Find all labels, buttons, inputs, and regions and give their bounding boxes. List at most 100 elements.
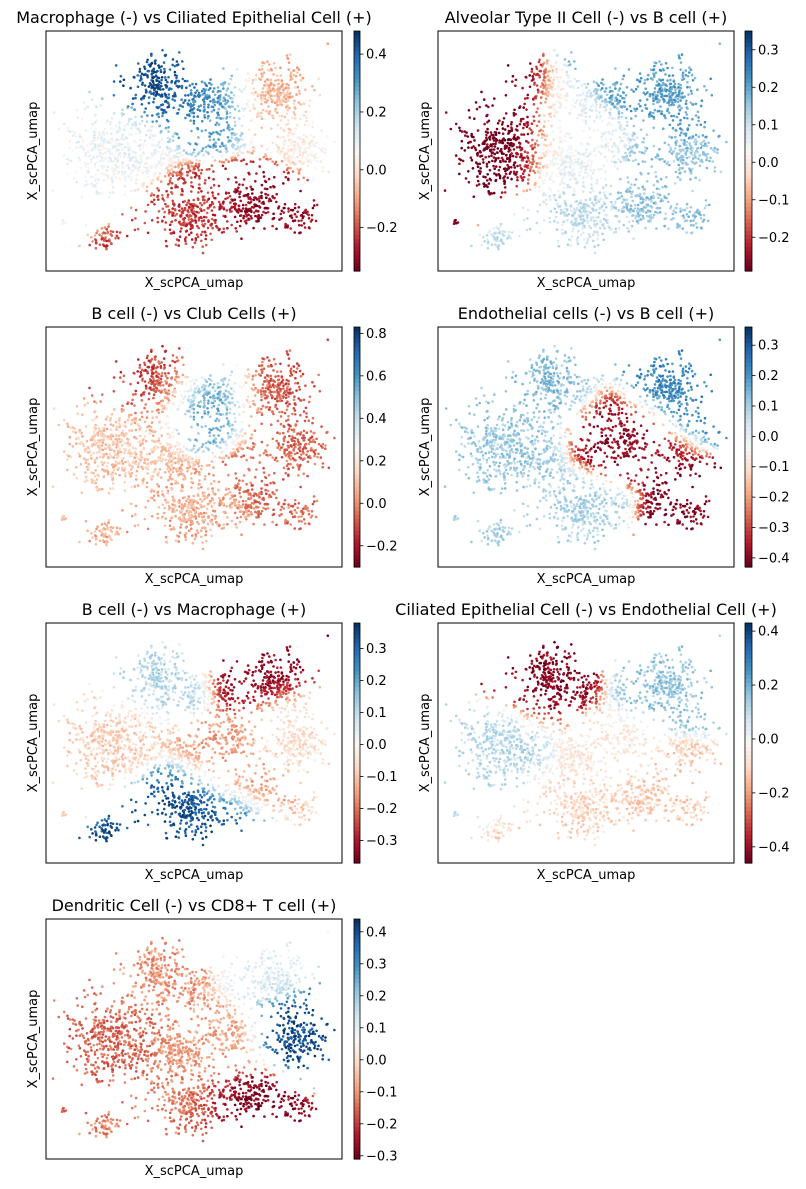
cell-point xyxy=(569,173,573,177)
cell-point xyxy=(619,177,622,181)
cell-point xyxy=(603,202,607,206)
cell-point xyxy=(249,496,253,500)
cell-point xyxy=(609,192,612,196)
cell-point xyxy=(296,71,299,74)
cell-point xyxy=(547,119,550,123)
cell-point xyxy=(713,169,716,173)
cell-point xyxy=(118,123,121,126)
cell-point xyxy=(490,192,494,195)
cell-point xyxy=(608,111,612,114)
cell-point xyxy=(255,115,259,118)
cell-point xyxy=(652,111,655,115)
cell-point xyxy=(486,246,490,250)
cell-point xyxy=(503,186,507,189)
cell-point xyxy=(553,48,556,52)
cell-point xyxy=(197,169,201,172)
cell-point xyxy=(698,212,701,216)
cell-point xyxy=(536,210,539,213)
cell-point xyxy=(496,236,499,239)
cell-point xyxy=(308,99,312,102)
cell-point xyxy=(650,199,653,203)
cell-point xyxy=(200,119,204,123)
cell-point xyxy=(654,170,657,174)
cell-point xyxy=(283,115,287,119)
cell-point xyxy=(514,78,518,82)
cell-point xyxy=(685,146,689,150)
cell-point xyxy=(628,220,631,224)
cell-point xyxy=(668,123,672,127)
cell-point xyxy=(593,230,596,234)
colorbar-segment xyxy=(354,235,360,240)
cell-point xyxy=(250,210,253,214)
cell-point xyxy=(595,182,599,185)
cell-point xyxy=(707,141,710,145)
colorbar-segment xyxy=(354,187,360,192)
cell-point xyxy=(289,227,293,230)
cell-point xyxy=(617,101,620,105)
cell-point xyxy=(201,251,205,255)
cell-point xyxy=(573,158,577,161)
colorbar-tick-label: 0.3 xyxy=(758,43,779,58)
cell-point xyxy=(172,170,175,174)
cell-point xyxy=(499,225,502,228)
cell-point xyxy=(577,170,581,174)
cell-point xyxy=(269,83,272,86)
cell-point xyxy=(278,136,282,139)
cell-point xyxy=(692,224,695,227)
cell-point xyxy=(172,231,176,235)
cell-point xyxy=(553,207,557,211)
cell-point xyxy=(279,74,283,77)
cell-point xyxy=(156,220,160,224)
cell-point xyxy=(620,195,624,198)
cell-point xyxy=(233,198,237,201)
cell-point xyxy=(515,184,518,188)
cell-point xyxy=(185,86,188,90)
cell-point xyxy=(552,130,555,133)
cell-point xyxy=(163,67,166,71)
cell-point xyxy=(177,221,181,224)
colorbar-segment xyxy=(745,139,752,144)
cell-point xyxy=(541,165,545,168)
cell-point xyxy=(97,144,100,148)
cell-point xyxy=(272,212,275,216)
cell-point xyxy=(180,164,184,167)
cell-point xyxy=(292,151,296,154)
cell-point xyxy=(518,122,522,126)
cell-point xyxy=(500,238,503,241)
cell-point xyxy=(538,114,541,117)
cell-point xyxy=(592,80,596,83)
cell-point xyxy=(227,94,230,98)
cell-point xyxy=(534,151,537,154)
cell-point xyxy=(630,149,633,153)
cell-point xyxy=(542,182,545,185)
cell-point xyxy=(272,83,276,87)
cell-point xyxy=(491,137,495,140)
cell-point xyxy=(504,80,508,83)
cell-point xyxy=(488,148,492,152)
cell-point xyxy=(674,141,677,144)
cell-point xyxy=(568,147,571,151)
cell-point xyxy=(592,190,595,193)
cell-point xyxy=(709,77,712,81)
cell-point xyxy=(579,218,583,221)
cell-point xyxy=(116,159,119,162)
cell-point xyxy=(295,93,298,96)
cell-point xyxy=(549,112,552,115)
cell-point xyxy=(160,154,163,157)
cell-point xyxy=(705,158,708,162)
cell-point xyxy=(270,68,273,72)
cell-point xyxy=(204,237,207,241)
cell-point xyxy=(571,193,575,196)
cell-point xyxy=(111,167,115,170)
cell-point xyxy=(495,165,498,168)
cell-point xyxy=(174,243,178,246)
cell-point xyxy=(671,212,675,216)
cell-point xyxy=(190,210,193,214)
cell-point xyxy=(614,214,617,218)
cell-point xyxy=(246,208,249,212)
colorbar-segment xyxy=(745,31,752,36)
cell-point xyxy=(565,70,569,74)
cell-point xyxy=(176,147,179,151)
colorbar-segment xyxy=(745,135,752,140)
cell-point xyxy=(298,169,302,172)
